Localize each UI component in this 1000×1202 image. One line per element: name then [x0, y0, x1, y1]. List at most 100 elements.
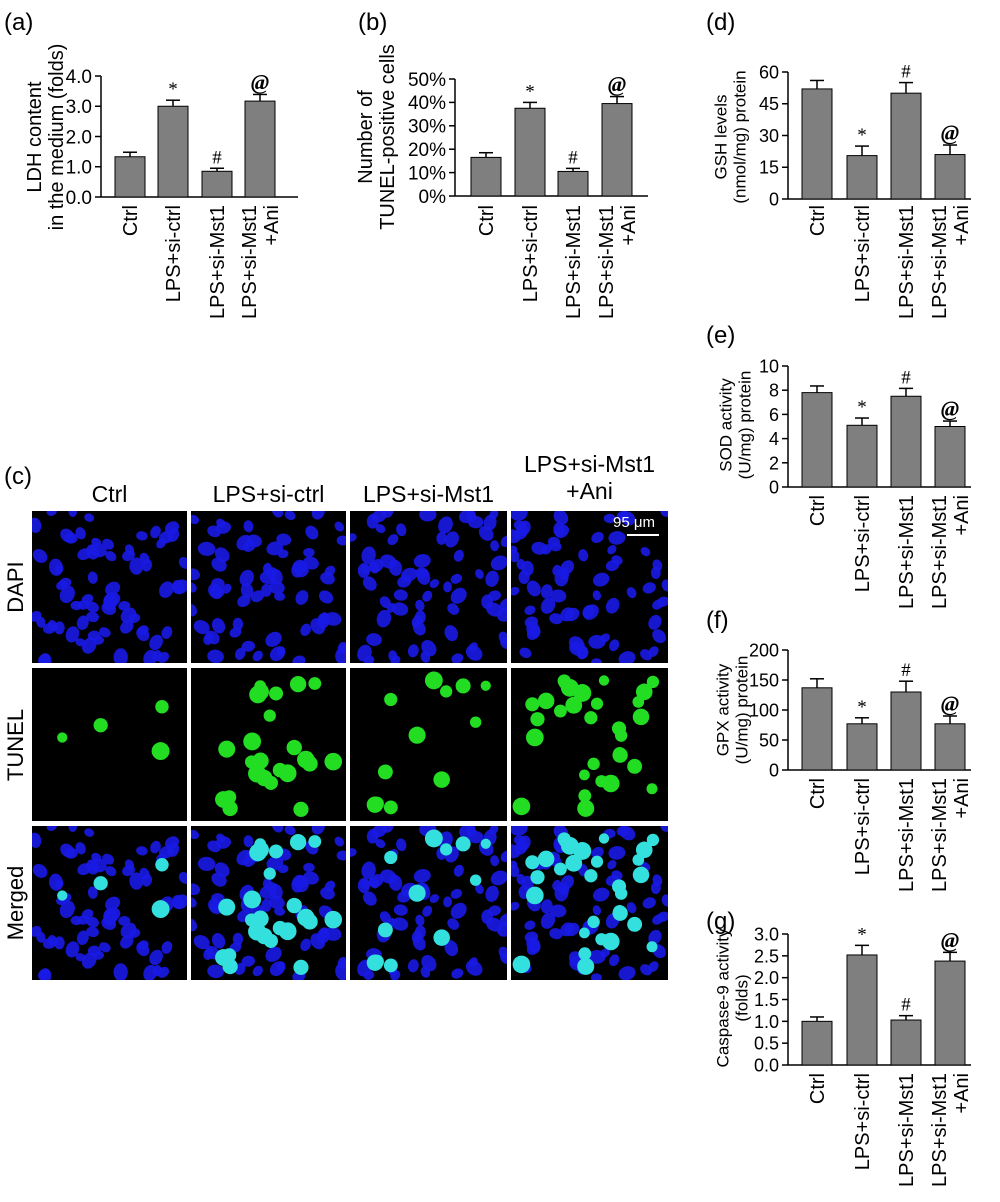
nucleus	[105, 896, 121, 911]
nucleus	[149, 949, 163, 966]
tunel-positive-cell	[646, 941, 658, 953]
nucleus	[336, 850, 346, 861]
micrograph-dapi-1	[32, 511, 187, 663]
nucleus	[335, 648, 346, 663]
micrograph-image	[32, 511, 187, 663]
nucleus	[261, 898, 272, 912]
bar	[801, 392, 833, 488]
panel-label: (f)	[706, 607, 729, 634]
tunel-positive-cell	[93, 876, 108, 891]
y-tick-label: 2	[769, 453, 779, 473]
nucleus	[86, 601, 99, 613]
bar	[846, 723, 878, 771]
nucleus	[319, 612, 330, 624]
tunel-positive-cell	[269, 686, 284, 701]
nucleus	[560, 875, 575, 890]
nucleus	[453, 864, 464, 877]
tunel-positive-cell	[614, 887, 628, 900]
nucleus	[553, 511, 569, 525]
nucleus	[159, 581, 174, 598]
nucleus	[211, 872, 227, 887]
nucleus	[483, 514, 497, 531]
tunel-positive-cell	[613, 904, 627, 919]
nucleus	[642, 582, 656, 594]
nucleus	[499, 598, 507, 612]
nucleus	[350, 848, 357, 857]
x-tick-label: LPS+si-ctrl	[520, 205, 542, 302]
micrograph-column-header: LPS+si-Mst1 +Ani	[523, 451, 655, 504]
y-tick-label: 2.0	[754, 968, 779, 988]
tunel-positive-cell	[565, 854, 583, 872]
micrograph-image	[511, 826, 668, 980]
nucleus	[608, 530, 626, 545]
nucleus	[292, 655, 306, 663]
nucleus	[81, 909, 94, 919]
chart-d: (d) 60 45 30 15 0 GSH levels(nmol/mg) protein C…	[706, 9, 973, 319]
micrograph-merged-3	[350, 826, 507, 980]
bar	[890, 92, 922, 200]
nucleus	[450, 587, 467, 604]
nucleus	[320, 887, 335, 900]
nucleus	[583, 604, 599, 620]
tunel-positive-cell	[248, 764, 267, 783]
nucleus	[592, 572, 610, 587]
nucleus	[102, 538, 115, 550]
nucleus	[391, 602, 409, 616]
nucleus	[357, 644, 372, 662]
tunel-positive-cell	[584, 711, 598, 725]
y-axis-label: Caspase-9 activity(folds)	[714, 928, 752, 1067]
nucleus	[129, 872, 144, 890]
nucleus	[396, 838, 407, 852]
nucleus	[32, 549, 48, 563]
y-tick-label: 100	[749, 700, 779, 720]
nucleus	[657, 596, 668, 607]
nucleus	[295, 590, 309, 605]
tunel-positive-cell	[587, 915, 600, 929]
nucleus	[443, 581, 452, 593]
nucleus	[60, 528, 75, 543]
nucleus	[60, 843, 75, 858]
x-tick-label: Ctrl	[807, 495, 829, 526]
bar	[514, 107, 546, 197]
significance-marker: #	[901, 367, 911, 388]
nucleus	[450, 573, 463, 584]
nucleus	[519, 647, 532, 659]
nucleus	[475, 569, 484, 579]
tunel-positive-cell	[222, 948, 237, 963]
tunel-positive-cell	[614, 729, 628, 742]
nucleus	[32, 864, 48, 878]
tunel-positive-cell	[308, 835, 322, 848]
chart-e: (e) 10 8 6 4 2 0 SOD activity(U/mg) protein Ctrl…	[706, 322, 973, 609]
nucleus	[241, 640, 256, 652]
x-tick-label: LPS+si-Mst1	[563, 205, 585, 319]
nucleus	[438, 516, 453, 534]
x-tick-label: LPS+si-Mst1+Ani	[929, 205, 973, 319]
nucleus	[600, 633, 610, 643]
bar	[890, 691, 922, 771]
y-tick-label: 6	[769, 405, 779, 425]
nucleus	[139, 552, 150, 565]
x-tick-label: LPS+si-Mst1+Ani	[929, 778, 973, 892]
tunel-positive-cell	[613, 746, 627, 761]
nucleus	[526, 621, 541, 638]
nucleus	[303, 556, 319, 570]
nucleus	[607, 545, 617, 555]
nucleus	[243, 520, 254, 533]
nucleus	[336, 535, 346, 546]
tunel-positive-cell	[577, 799, 595, 817]
nucleus	[167, 527, 180, 542]
nucleus	[592, 905, 602, 916]
nucleus	[459, 511, 476, 524]
significance-marker: @	[941, 927, 959, 952]
nucleus	[274, 591, 286, 601]
nucleus	[397, 890, 412, 903]
bar	[846, 424, 878, 488]
nucleus	[453, 549, 464, 562]
nucleus	[560, 560, 575, 575]
nucleus	[191, 897, 197, 908]
tunel-positive-cell	[308, 677, 322, 690]
tunel-positive-cell	[293, 959, 309, 975]
nucleus	[387, 534, 399, 546]
tunel-positive-cell	[646, 675, 660, 689]
nucleus	[609, 639, 620, 652]
